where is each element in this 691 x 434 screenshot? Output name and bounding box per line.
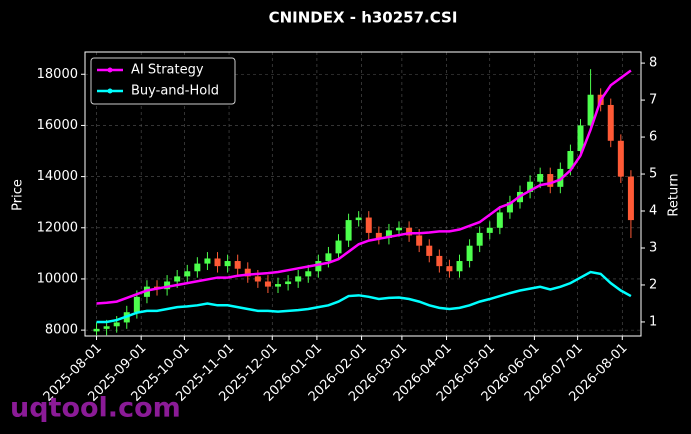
candle-body [617,140,624,177]
candle-body [133,296,140,313]
candle-body [214,258,221,267]
candle-body [345,220,352,241]
y-tick-label: 10000 [37,271,78,286]
y-tick-label: 12000 [37,220,78,235]
candle-body [204,258,211,264]
candle-body [113,322,120,327]
candle-body [486,227,493,233]
candle-body [93,328,100,332]
candle-body [244,268,251,277]
candle-body [577,125,584,152]
chart-title: CNINDEX - h30257.CSI [269,9,458,27]
candle-body [184,271,191,277]
candle-body [375,232,382,239]
candle-body [355,217,362,221]
candle-body [567,151,574,169]
candle-body [557,168,564,187]
candle-body [285,281,292,285]
y2-tick-label: 2 [649,277,657,292]
candle-body [627,176,634,221]
candle-body [385,230,392,239]
y2-tick-label: 4 [649,204,657,219]
candle-body [456,261,463,272]
candle-body [476,232,483,246]
candle-body [234,261,241,269]
legend-marker [107,67,113,73]
candle-body [174,276,181,282]
y2-axis-label: Return [667,173,682,216]
y-tick-label: 8000 [45,323,78,338]
candle-body [547,174,554,187]
y-axis-label: Price [11,179,26,211]
watermark: uqtool.com [10,393,181,424]
candle-body [224,261,231,267]
y2-tick-label: 3 [649,240,657,255]
candle-body [587,94,594,126]
candle-body [305,271,312,277]
candle-body [537,174,544,182]
candle-body [406,227,413,236]
candle-body [164,281,171,290]
y-tick-label: 18000 [37,67,78,82]
y2-tick-label: 1 [649,314,657,329]
candle-body [496,212,503,228]
line [96,69,632,305]
y-tick-label: 14000 [37,169,78,184]
candle-body [506,202,513,213]
line [96,270,632,324]
candle-body [335,240,342,254]
y-tick-label: 16000 [37,118,78,133]
candle-body [103,326,110,329]
plot-frame [84,51,642,337]
y2-tick-label: 5 [649,167,657,182]
legend: AI Strategy Buy-and-Hold [90,57,236,105]
legend-label: Buy-and-Hold [131,84,219,99]
legend-label: AI Strategy [131,63,204,78]
candle-body [264,281,271,287]
candle-body [365,217,372,233]
y2-tick-label: 6 [649,130,657,145]
candle-body [416,235,423,246]
candle-body [325,253,332,262]
candle-body [295,276,302,282]
candle-body [396,227,403,231]
y2-tick-label: 8 [649,56,657,71]
candle-body [254,276,261,282]
y2-tick-label: 7 [649,93,657,108]
candle-body [426,245,433,256]
candle-body [527,181,534,192]
legend-marker [107,88,113,94]
candle-body [194,263,201,272]
candle-body [446,266,453,272]
candle-body [466,245,473,262]
candle-body [607,104,614,141]
candle-body [275,284,282,287]
candle-body [436,255,443,267]
candle-body [315,261,322,272]
legend-box [90,57,236,105]
